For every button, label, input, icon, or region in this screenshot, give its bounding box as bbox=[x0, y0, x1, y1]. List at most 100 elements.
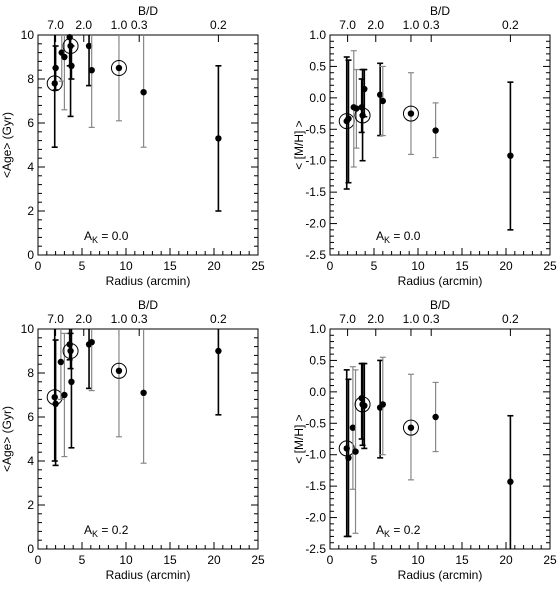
y-tick-label: -2.0 bbox=[305, 217, 326, 231]
x-tick-label: 10 bbox=[119, 553, 133, 567]
plot-frame bbox=[329, 34, 551, 256]
y-tick-label: 8 bbox=[27, 72, 34, 86]
annotation-value: = 0.2 bbox=[390, 523, 421, 537]
y-tick-label: -1.0 bbox=[305, 448, 326, 462]
extinction-annotation: AK = 0.0 bbox=[84, 229, 129, 245]
x-tick-label: 20 bbox=[499, 553, 513, 567]
x-tick-label: 0 bbox=[327, 259, 334, 273]
data-point bbox=[51, 394, 58, 401]
chart-panel-2: 0 5 10 15 20 25 -2.5 -2.0 -1.5 -1.0 -0.5 0.0 0.5 1.0 7… bbox=[292, 4, 557, 288]
y-tick-label: 8 bbox=[27, 366, 34, 380]
x-tick-label: 25 bbox=[543, 553, 557, 567]
x-tick-label: 10 bbox=[119, 259, 133, 273]
data-point bbox=[68, 378, 75, 385]
top-axis-tick-label: 7.0 bbox=[47, 312, 64, 326]
top-axis-tick-label: 7.0 bbox=[339, 18, 356, 32]
data-point bbox=[345, 115, 352, 122]
data-point-ring bbox=[354, 396, 371, 413]
y-tick-label: 1.0 bbox=[309, 322, 326, 336]
data-point-ring bbox=[62, 343, 79, 359]
chart-panel-4: 0 5 10 15 20 25 -2.5 -2.0 -1.5 -1.0 -0.5 0.0 0.5 1.0 7… bbox=[292, 298, 557, 582]
top-axis-tick-label: 1.0 bbox=[111, 312, 128, 326]
x-axis-title: Radius (arcmin) bbox=[398, 274, 483, 288]
data-point bbox=[345, 454, 352, 462]
top-axis-tick-label: 0.2 bbox=[502, 18, 519, 32]
top-axis-tick-label: 2.0 bbox=[367, 18, 384, 32]
x-tick-label: 5 bbox=[371, 553, 378, 567]
top-axis-tick-label: 2.0 bbox=[75, 312, 92, 326]
annotation-value: = 0.2 bbox=[98, 523, 129, 537]
x-tick-label: 0 bbox=[35, 553, 42, 567]
data-point bbox=[88, 67, 95, 74]
top-axis-tick-label: 0.3 bbox=[423, 18, 440, 32]
y-axis-title: < [M/H] > bbox=[292, 414, 306, 463]
y-tick-label: 2 bbox=[27, 498, 34, 512]
x-tick-label: 15 bbox=[163, 259, 177, 273]
x-axis-title: Radius (arcmin) bbox=[106, 568, 191, 582]
data-point bbox=[361, 402, 368, 409]
y-tick-label: -1.0 bbox=[305, 154, 326, 168]
annotation-value: = 0.0 bbox=[98, 229, 129, 243]
data-point bbox=[61, 53, 68, 61]
data-point-ring bbox=[46, 75, 63, 92]
data-point bbox=[52, 400, 59, 407]
top-axis-tick-label: 0.2 bbox=[502, 312, 519, 326]
y-tick-label: 10 bbox=[21, 28, 35, 42]
annotation-main: A bbox=[84, 229, 92, 243]
y-tick-label: 1.0 bbox=[309, 28, 326, 42]
y-axis-title: <Age> (Gyr) bbox=[0, 406, 14, 472]
x-tick-label: 5 bbox=[79, 259, 86, 273]
annotation-subscript: K bbox=[384, 235, 390, 245]
y-tick-label: -2.5 bbox=[305, 248, 326, 262]
top-axis-tick-label: 1.0 bbox=[111, 18, 128, 32]
annotation-value: = 0.0 bbox=[390, 229, 421, 243]
x-tick-label: 5 bbox=[79, 553, 86, 567]
top-axis-tick-label: 2.0 bbox=[75, 18, 92, 32]
x-tick-label: 25 bbox=[251, 553, 265, 567]
data-point bbox=[379, 401, 386, 408]
data-point bbox=[379, 97, 386, 105]
x-tick-label: 5 bbox=[371, 259, 378, 273]
x-tick-label: 15 bbox=[455, 553, 469, 567]
x-tick-label: 20 bbox=[499, 259, 513, 273]
annotation-subscript: K bbox=[384, 529, 390, 539]
data-point bbox=[51, 80, 58, 87]
plot-frame bbox=[37, 34, 259, 256]
y-tick-label: 10 bbox=[21, 322, 35, 336]
top-axis-title: B/D bbox=[430, 4, 450, 18]
y-tick-label: 6 bbox=[27, 116, 34, 130]
y-tick-label: 6 bbox=[27, 410, 34, 424]
data-point bbox=[115, 64, 123, 72]
x-axis-title: Radius (arcmin) bbox=[106, 274, 191, 288]
data-point bbox=[68, 62, 75, 69]
data-point bbox=[52, 64, 59, 72]
data-point bbox=[115, 367, 123, 374]
x-tick-label: 20 bbox=[207, 259, 221, 273]
top-axis-tick-label: 1.0 bbox=[403, 312, 420, 326]
data-point bbox=[507, 152, 514, 159]
y-tick-label: -1.5 bbox=[305, 479, 326, 493]
data-point bbox=[407, 110, 415, 117]
top-axis-tick-label: 0.3 bbox=[423, 312, 440, 326]
data-point bbox=[352, 448, 359, 455]
y-tick-label: 2 bbox=[27, 204, 34, 218]
data-point bbox=[432, 413, 439, 421]
data-point bbox=[57, 358, 65, 366]
y-tick-label: 4 bbox=[27, 454, 34, 468]
y-tick-label: 0 bbox=[27, 542, 34, 556]
top-axis-tick-label: 0.3 bbox=[131, 312, 148, 326]
data-point bbox=[376, 91, 384, 98]
y-tick-label: 0 bbox=[27, 248, 34, 262]
data-point bbox=[349, 424, 357, 431]
top-axis-tick-label: 0.2 bbox=[210, 18, 227, 32]
data-point-ring bbox=[110, 60, 127, 76]
y-tick-label: -2.5 bbox=[305, 542, 326, 556]
y-tick-label: 0.0 bbox=[309, 385, 326, 399]
y-tick-label: -0.5 bbox=[305, 122, 326, 136]
data-point bbox=[432, 127, 439, 134]
y-tick-label: -0.5 bbox=[305, 416, 326, 430]
y-tick-label: 4 bbox=[27, 160, 34, 174]
y-tick-label: -2.0 bbox=[305, 511, 326, 525]
annotation-subscript: K bbox=[92, 529, 98, 539]
